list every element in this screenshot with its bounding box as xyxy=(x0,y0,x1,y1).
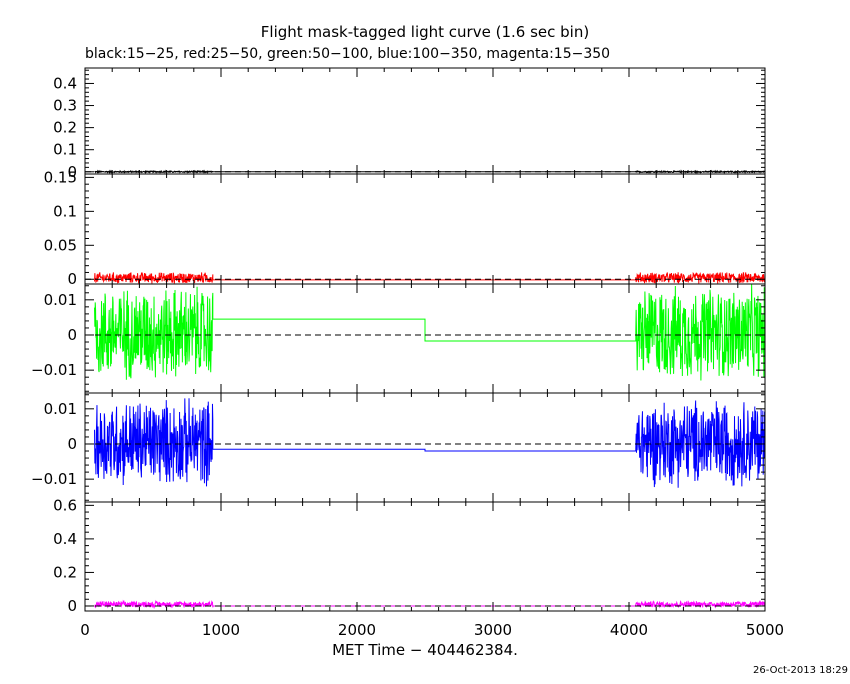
panel-frame-0 xyxy=(84,67,766,175)
series-line-1 xyxy=(94,271,766,285)
series-line-4 xyxy=(94,599,766,610)
chart-title: Flight mask-tagged light curve (1.6 sec … xyxy=(261,23,589,41)
y-tick-label-0: 0.4 xyxy=(53,74,77,92)
x-tick-label: 1000 xyxy=(202,621,240,639)
y-tick-label-1: 0 xyxy=(67,270,77,288)
x-tick-label: 4000 xyxy=(610,621,648,639)
series-line-3 xyxy=(94,398,766,488)
panel-4: 0 0.2 0.4 0.6 xyxy=(53,496,766,615)
y-tick-label-2: 0.01 xyxy=(44,291,77,309)
y-tick-label-4: 0.6 xyxy=(53,496,77,514)
x-axis: 0 1000 2000 3000 4000 5000 xyxy=(80,621,784,639)
y-tick-label-2: −0.01 xyxy=(31,361,77,379)
y-tick-label-3: 0.01 xyxy=(44,400,77,418)
y-tick-label-0: 0 xyxy=(67,163,77,181)
y-tick-label-1: 0.05 xyxy=(44,236,77,254)
y-tick-label-0: 0.1 xyxy=(53,141,77,159)
x-tick-label: 5000 xyxy=(746,621,784,639)
panels-group: 00.10.20.30.400.050.10.15−0.0100.01−0.01… xyxy=(31,67,766,615)
chart-subtitle: black:15−25, red:25−50, green:50−100, bl… xyxy=(85,46,610,62)
y-tick-label-4: 0 xyxy=(67,597,77,615)
y-tick-label-2: 0 xyxy=(67,326,77,344)
x-axis-label: MET Time − 404462384. xyxy=(332,641,518,659)
y-tick-label-4: 0.2 xyxy=(53,563,77,581)
y-tick-label-1: 0.1 xyxy=(53,202,77,220)
x-tick-label: 3000 xyxy=(474,621,512,639)
panel-0: 0 0.1 0.2 0.3 0.4 xyxy=(53,67,766,181)
panel-frame-1 xyxy=(84,173,766,285)
y-tick-label-3: 0 xyxy=(67,435,77,453)
footer-date: 26-Oct-2013 18:29 xyxy=(753,665,848,676)
y-tick-label-1: 0.15 xyxy=(44,168,77,186)
series-line-2 xyxy=(94,283,766,381)
y-tick-label-0: 0.3 xyxy=(53,97,77,115)
y-tick-label-0: 0.2 xyxy=(53,119,77,137)
panel-2: −0.01 0 0.01 xyxy=(31,283,766,394)
y-tick-label-3: −0.01 xyxy=(31,470,77,488)
panel-3: −0.01 0 0.01 xyxy=(31,392,766,503)
x-tick-label: 2000 xyxy=(338,621,376,639)
x-tick-label: 0 xyxy=(80,621,90,639)
panel-frame-4 xyxy=(84,501,766,612)
y-tick-label-4: 0.4 xyxy=(53,530,77,548)
panel-1: 0 0.05 0.1 0.15 xyxy=(44,168,766,288)
